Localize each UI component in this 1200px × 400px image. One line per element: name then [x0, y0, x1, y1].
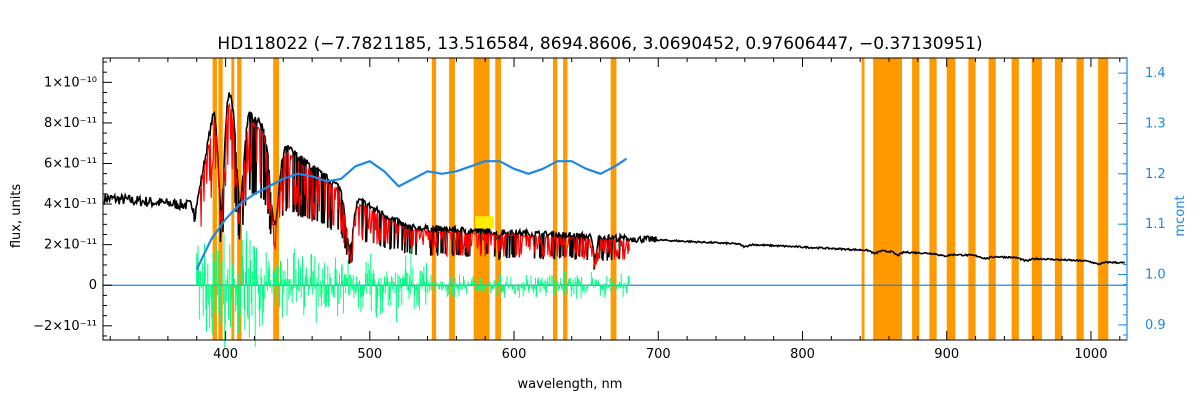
masked-band: [1031, 58, 1042, 340]
x-tick-label: 500: [357, 347, 382, 362]
y-right-tick-label: 1.0: [1145, 268, 1166, 283]
x-tick-label: 400: [213, 347, 238, 362]
masked-band: [912, 58, 920, 340]
masked-band: [1098, 58, 1109, 340]
masked-band: [212, 58, 217, 340]
x-tick-label: 700: [646, 347, 671, 362]
chart-title: HD118022 (−7.7821185, 13.516584, 8694.86…: [217, 34, 982, 54]
masked-band: [1054, 58, 1063, 340]
y-tick-label: 8×10⁻¹¹: [44, 116, 97, 131]
x-tick-label: 900: [934, 347, 959, 362]
highlight-patch: [475, 216, 494, 229]
masked-band: [231, 58, 235, 340]
masked-band: [988, 58, 996, 340]
masked-band: [968, 58, 976, 340]
y-right-tick-label: 1.3: [1145, 116, 1166, 131]
masked-band: [873, 58, 903, 340]
masked-band: [473, 58, 490, 340]
y-right-tick-label: 0.9: [1145, 318, 1166, 333]
y-axis-label: flux, units: [9, 184, 24, 249]
spectra-layer: [103, 92, 1127, 348]
masked-band: [610, 58, 617, 340]
masked-band: [495, 58, 502, 340]
y-tick-label: 0: [89, 278, 97, 293]
x-axis-label: wavelength, nm: [518, 377, 623, 392]
x-tick-label: 600: [502, 347, 527, 362]
y-tick-label: 4×10⁻¹¹: [44, 197, 97, 212]
masked-band: [273, 58, 279, 340]
masked-band: [861, 58, 865, 340]
masked-band: [1076, 58, 1084, 340]
y-right-tick-label: 1.4: [1145, 66, 1166, 81]
masked-band: [563, 58, 568, 340]
masked-band: [1011, 58, 1019, 340]
y-tick-label: 6×10⁻¹¹: [44, 156, 97, 171]
mcont-curve: [195, 157, 628, 270]
masked-band: [929, 58, 937, 340]
masked-band: [449, 58, 455, 340]
y-tick-label: −2×10⁻¹¹: [33, 319, 97, 334]
masked-band: [431, 58, 437, 340]
masked-band: [552, 58, 558, 340]
x-tick-label: 1000: [1074, 347, 1107, 362]
x-tick-label: 800: [790, 347, 815, 362]
y-tick-label: 2×10⁻¹¹: [44, 238, 97, 253]
y-right-axis-label: mcont: [1173, 195, 1188, 236]
y-right-tick-label: 1.2: [1145, 167, 1166, 182]
y-tick-label: 1×10⁻¹⁰: [44, 75, 97, 90]
y-right-tick-label: 1.1: [1145, 217, 1166, 232]
axes: 400 500 600 700 800 900 1000 −2×10⁻¹¹ 0 2×10⁻¹¹ 4×…: [33, 57, 1166, 362]
masked-band: [946, 58, 956, 340]
masked-bands: [212, 58, 1109, 340]
model-spectrum-line: [199, 102, 630, 268]
